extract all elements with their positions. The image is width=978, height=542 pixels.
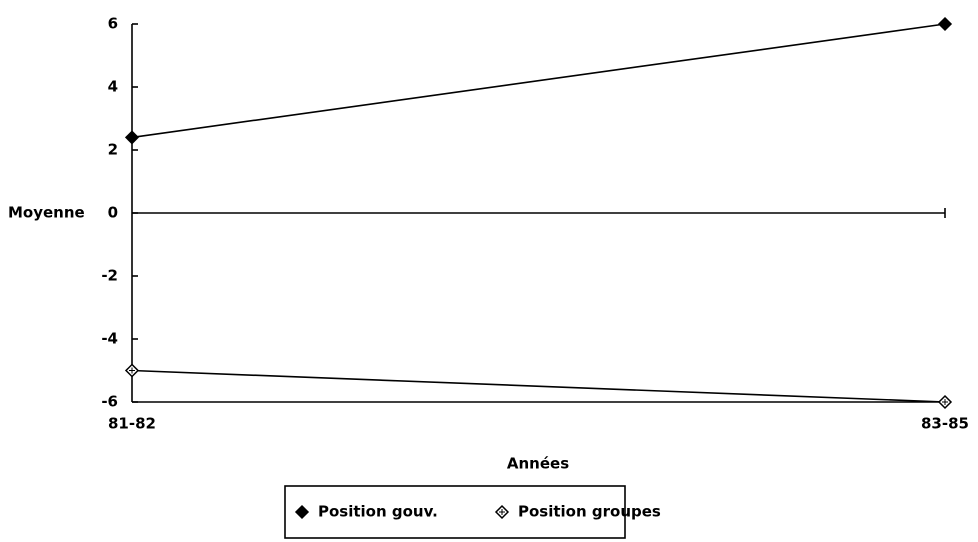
legend-box — [284, 485, 626, 539]
y-tick-label: 6 — [108, 15, 118, 33]
point-marker — [294, 504, 310, 520]
series-line — [131, 23, 946, 139]
y-tick-label: 2 — [108, 141, 118, 159]
y-tick-label: 4 — [108, 78, 118, 96]
legend-label: Position gouv. — [318, 503, 438, 521]
point-marker-cross — [129, 367, 135, 374]
point-marker — [937, 16, 953, 32]
x-tick-label: 81-82 — [108, 415, 156, 433]
legend-label: Position groupes — [518, 503, 661, 521]
y-tick-label: -6 — [101, 393, 118, 411]
x-tick-label: 83-85 — [921, 415, 969, 433]
x-axis-label: Années — [507, 455, 569, 473]
point-marker-cross — [942, 399, 948, 405]
y-tick-label: -2 — [101, 267, 118, 285]
y-tick-label: 0 — [108, 204, 118, 222]
series-line — [131, 369, 946, 403]
y-tick-label: -4 — [101, 330, 118, 348]
y-axis-label: Moyenne — [8, 204, 85, 222]
point-marker — [124, 130, 140, 145]
point-marker-cross — [499, 509, 505, 515]
